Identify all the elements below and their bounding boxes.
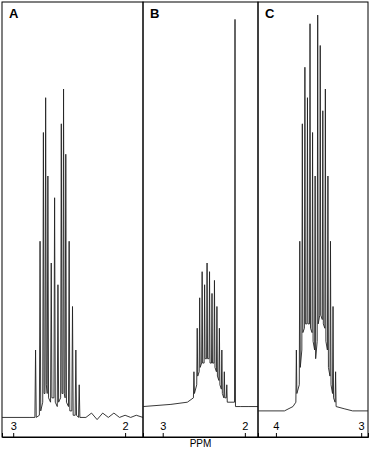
spectrum-line [143,19,258,406]
tick-label: 4 [273,420,279,432]
tick-mark [276,433,277,437]
tick-mark [245,433,246,437]
panel: 43C [258,2,369,438]
tick-label: 3 [359,420,365,432]
tick: 3 [160,420,166,437]
plot-area [258,15,368,411]
tick-mark [13,433,14,437]
tick-label: 3 [11,420,17,432]
tick-label: 2 [242,420,248,432]
tick: 3 [359,420,365,437]
spectrum-line [258,15,368,411]
tick-mark [125,433,126,437]
panel: 32BPPM [143,2,259,449]
panel-title: C [265,6,275,21]
panel: 32A [2,2,144,438]
axis-line [3,433,144,438]
figure: 32A32BPPM43C [0,0,369,450]
plot-area [2,89,143,420]
tick-mark [361,433,362,437]
panel-title: B [150,6,159,21]
axis-line [259,433,369,438]
frame [2,2,143,437]
spectrum-line [2,89,143,420]
tick-label: 3 [160,420,166,432]
tick: 4 [273,420,279,437]
tick-mark [163,433,164,437]
plot-area [143,19,258,406]
frame [143,2,258,437]
x-axis: 32 [144,420,259,438]
panel-title: A [9,6,19,21]
tick: 2 [123,420,129,437]
frame [258,2,368,437]
x-axis: 43 [259,420,369,438]
tick: 2 [242,420,248,437]
x-axis-title: PPM [190,438,212,449]
tick: 3 [11,420,17,437]
x-axis: 32 [3,420,144,438]
tick-label: 2 [123,420,129,432]
axis-line [144,433,259,438]
